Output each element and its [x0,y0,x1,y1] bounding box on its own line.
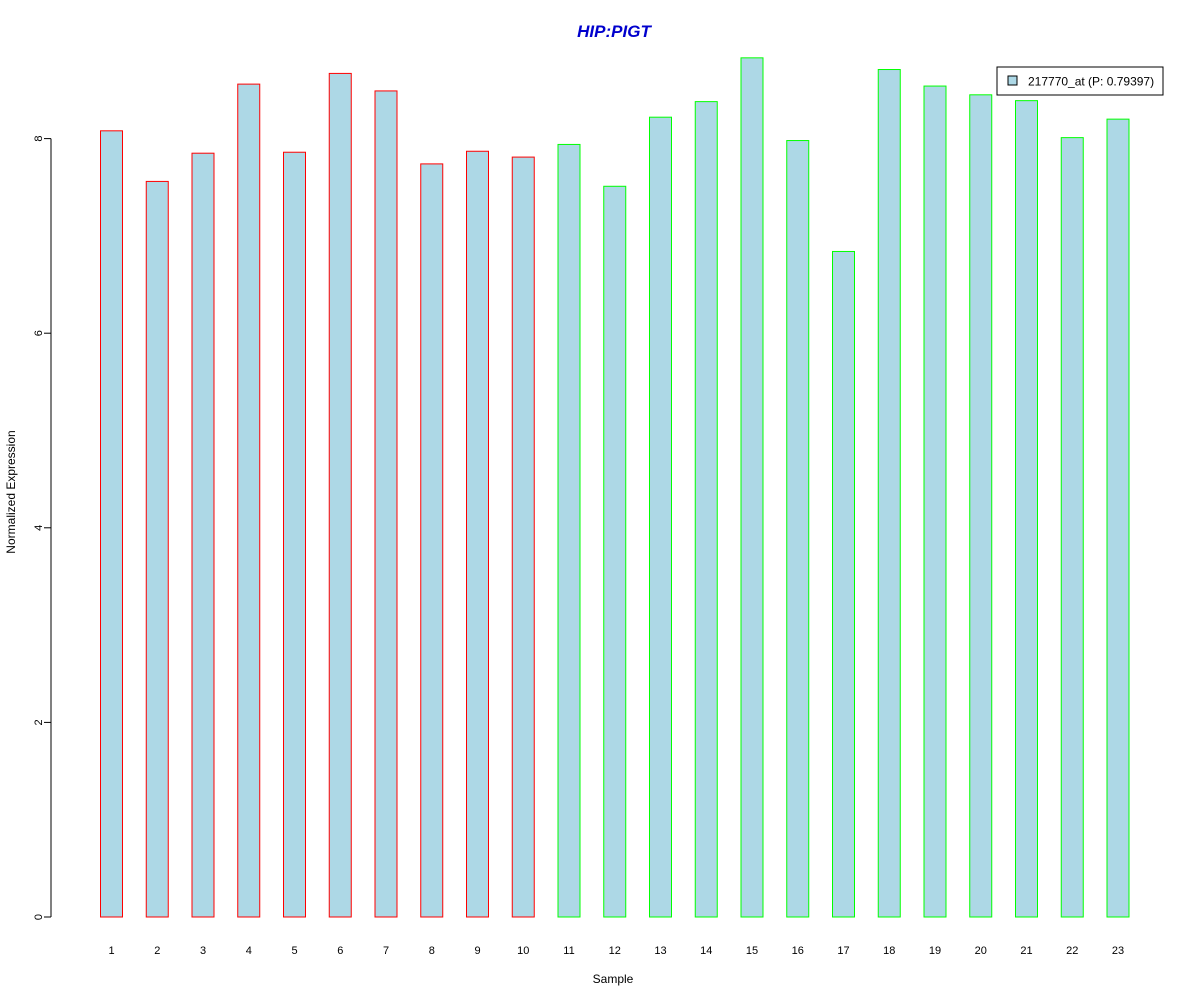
bar-sample-20 [969,94,993,918]
bar-sample-16 [786,140,810,918]
x-axis-tick-label: 6 [337,945,343,957]
bar-sample-12 [603,185,627,918]
y-axis-tick-label: 8 [33,136,45,142]
x-axis-tick-label: 16 [792,945,804,957]
bar-sample-17 [832,250,855,918]
legend-series-label: 217770_at (P: 0.79397) [1028,75,1154,89]
x-axis-tick-label: 11 [563,945,574,957]
x-axis-label: Sample [593,972,634,986]
x-axis-tick-label: 8 [429,945,435,957]
legend-swatch [1007,75,1018,86]
bar-sample-5 [283,151,306,918]
x-axis-tick-label: 1 [108,945,114,957]
x-axis-tick-label: 18 [883,945,895,957]
bar-sample-2 [145,180,169,918]
x-axis-tick-label: 10 [517,945,529,957]
bar-sample-10 [511,156,535,918]
x-axis-tick-label: 5 [291,945,297,957]
x-axis-tick-label: 21 [1020,945,1032,957]
x-axis-tick-label: 4 [246,945,252,957]
x-axis-tick-label: 3 [200,945,206,957]
y-axis-tick-label: 2 [33,719,45,725]
x-axis-tick-label: 15 [746,945,758,957]
bar-sample-19 [923,85,947,918]
bar-sample-1 [100,130,123,918]
x-axis-tick-label: 23 [1112,945,1124,957]
y-axis-tick-label: 4 [33,525,45,531]
bar-group [100,57,1130,918]
bar-sample-9 [466,150,489,918]
bar-sample-6 [328,72,352,918]
x-axis-tick-label: 22 [1066,945,1078,957]
bar-sample-18 [877,69,901,918]
y-axis-tick-label: 6 [33,330,45,336]
bar-sample-3 [191,152,215,918]
legend: 217770_at (P: 0.79397) [996,66,1164,96]
x-axis-tick-label: 20 [975,945,987,957]
x-axis-tick-label: 12 [609,945,621,957]
x-axis-tick-label: 14 [700,945,712,957]
bar-sample-15 [740,57,764,918]
y-axis: 0 2 4 6 8 [33,136,52,920]
bar-sample-23 [1106,118,1130,918]
bar-sample-14 [694,101,718,918]
x-axis-tick-label: 13 [654,945,666,957]
bar-sample-8 [420,163,444,918]
x-axis-tick-label: 2 [154,945,160,957]
bar-sample-21 [1015,100,1038,918]
x-axis-tick-label: 17 [837,945,849,957]
bar-sample-4 [237,83,261,918]
x-axis-tick-label: 9 [474,945,480,957]
x-axis-tick-label: 7 [383,945,389,957]
legend-box [996,66,1164,96]
x-axis-tick-labels: 1 2 3 4 5 6 7 8 9 10 11 12 13 14 15 16 17 18 19 20 21 22 23 [108,945,1124,957]
chart-title: HIP:PIGT [577,22,652,41]
bar-sample-11 [557,143,581,918]
x-axis-tick-label: 19 [929,945,941,957]
bar-sample-13 [649,116,672,918]
bar-sample-7 [374,90,398,918]
bar-sample-22 [1060,137,1084,918]
y-axis-label: Normalized Expression [4,430,18,553]
y-axis-tick-label: 0 [33,914,45,920]
